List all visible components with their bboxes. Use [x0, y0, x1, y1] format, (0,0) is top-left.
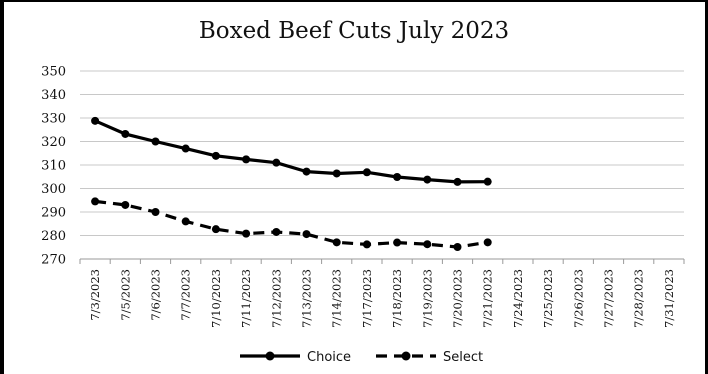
data-point-choice	[362, 168, 371, 177]
y-axis-ticks: 270 280 290 300 310 320 330 340 350	[41, 65, 66, 268]
series-line-select	[94, 199, 488, 249]
x-tick-label: 7/31/2023	[662, 269, 676, 328]
data-point-select	[181, 217, 190, 226]
data-point-select	[272, 227, 281, 236]
data-point-choice	[211, 151, 220, 160]
data-point-select	[483, 238, 492, 247]
series-lines	[91, 116, 492, 252]
x-tick-label: 7/18/2023	[390, 269, 404, 328]
x-tick-label: 7/11/2023	[239, 269, 253, 328]
x-tick-label: 7/3/2023	[88, 269, 102, 321]
y-tick-label: 320	[41, 135, 66, 150]
y-tick-label: 310	[41, 159, 66, 174]
x-tick-label: 7/14/2023	[330, 269, 344, 328]
data-point-select	[453, 243, 462, 252]
x-tick-label: 7/17/2023	[360, 269, 374, 328]
data-point-choice	[91, 116, 100, 125]
data-point-choice	[483, 177, 492, 186]
data-point-select	[302, 230, 311, 239]
y-tick-label: 270	[41, 253, 66, 268]
y-tick-label: 290	[41, 206, 66, 221]
data-point-choice	[332, 169, 341, 178]
data-point-choice	[423, 175, 432, 184]
series-line-choice	[94, 119, 488, 184]
data-point-select	[393, 238, 402, 247]
x-axis-ticks: 7/3/2023 7/5/2023 7/6/2023 7/7/2023 7/10/202…	[79, 259, 685, 328]
y-tick-label: 350	[41, 65, 66, 80]
x-tick-label: 7/27/2023	[602, 269, 616, 328]
y-tick-label: 280	[41, 229, 66, 244]
x-tick-label: 7/25/2023	[541, 269, 555, 328]
data-point-select	[151, 208, 160, 216]
data-point-select	[423, 240, 432, 249]
data-point-choice	[302, 167, 311, 176]
x-tick-label: 7/7/2023	[179, 269, 193, 321]
x-tick-label: 7/24/2023	[511, 269, 525, 328]
data-point-choice	[121, 129, 130, 138]
data-point-select	[121, 200, 130, 209]
legend-marker-choice	[265, 351, 275, 361]
x-tick-label: 7/10/2023	[209, 269, 223, 328]
data-point-select	[211, 225, 220, 234]
data-point-choice	[181, 144, 190, 153]
legend-label-select: Select	[443, 350, 483, 365]
data-point-select	[91, 197, 100, 206]
y-tick-label: 300	[41, 182, 66, 197]
data-point-select	[362, 240, 371, 249]
y-tick-label: 330	[41, 112, 66, 127]
x-tick-label: 7/26/2023	[571, 269, 585, 328]
x-tick-label: 7/28/2023	[632, 269, 646, 328]
data-point-select	[242, 229, 251, 238]
legend-label-choice: Choice	[307, 350, 351, 365]
x-tick-label: 7/12/2023	[269, 269, 283, 328]
x-tick-label: 7/19/2023	[420, 269, 434, 328]
x-tick-label: 7/6/2023	[149, 269, 163, 321]
data-point-choice	[242, 155, 251, 164]
data-point-choice	[272, 158, 281, 167]
y-tick-label: 340	[41, 88, 66, 103]
x-tick-label: 7/13/2023	[300, 269, 314, 328]
gridlines	[80, 70, 684, 260]
data-point-choice	[393, 172, 402, 181]
legend-marker-select	[401, 351, 411, 361]
x-tick-label: 7/21/2023	[481, 269, 495, 328]
chart-title: Boxed Beef Cuts July 2023	[198, 18, 510, 44]
legend: Choice Select	[240, 350, 483, 365]
data-point-choice	[151, 137, 160, 146]
data-point-choice	[453, 177, 462, 186]
data-point-select	[332, 238, 341, 247]
x-tick-label: 7/20/2023	[451, 269, 465, 328]
x-tick-label: 7/5/2023	[118, 269, 132, 321]
